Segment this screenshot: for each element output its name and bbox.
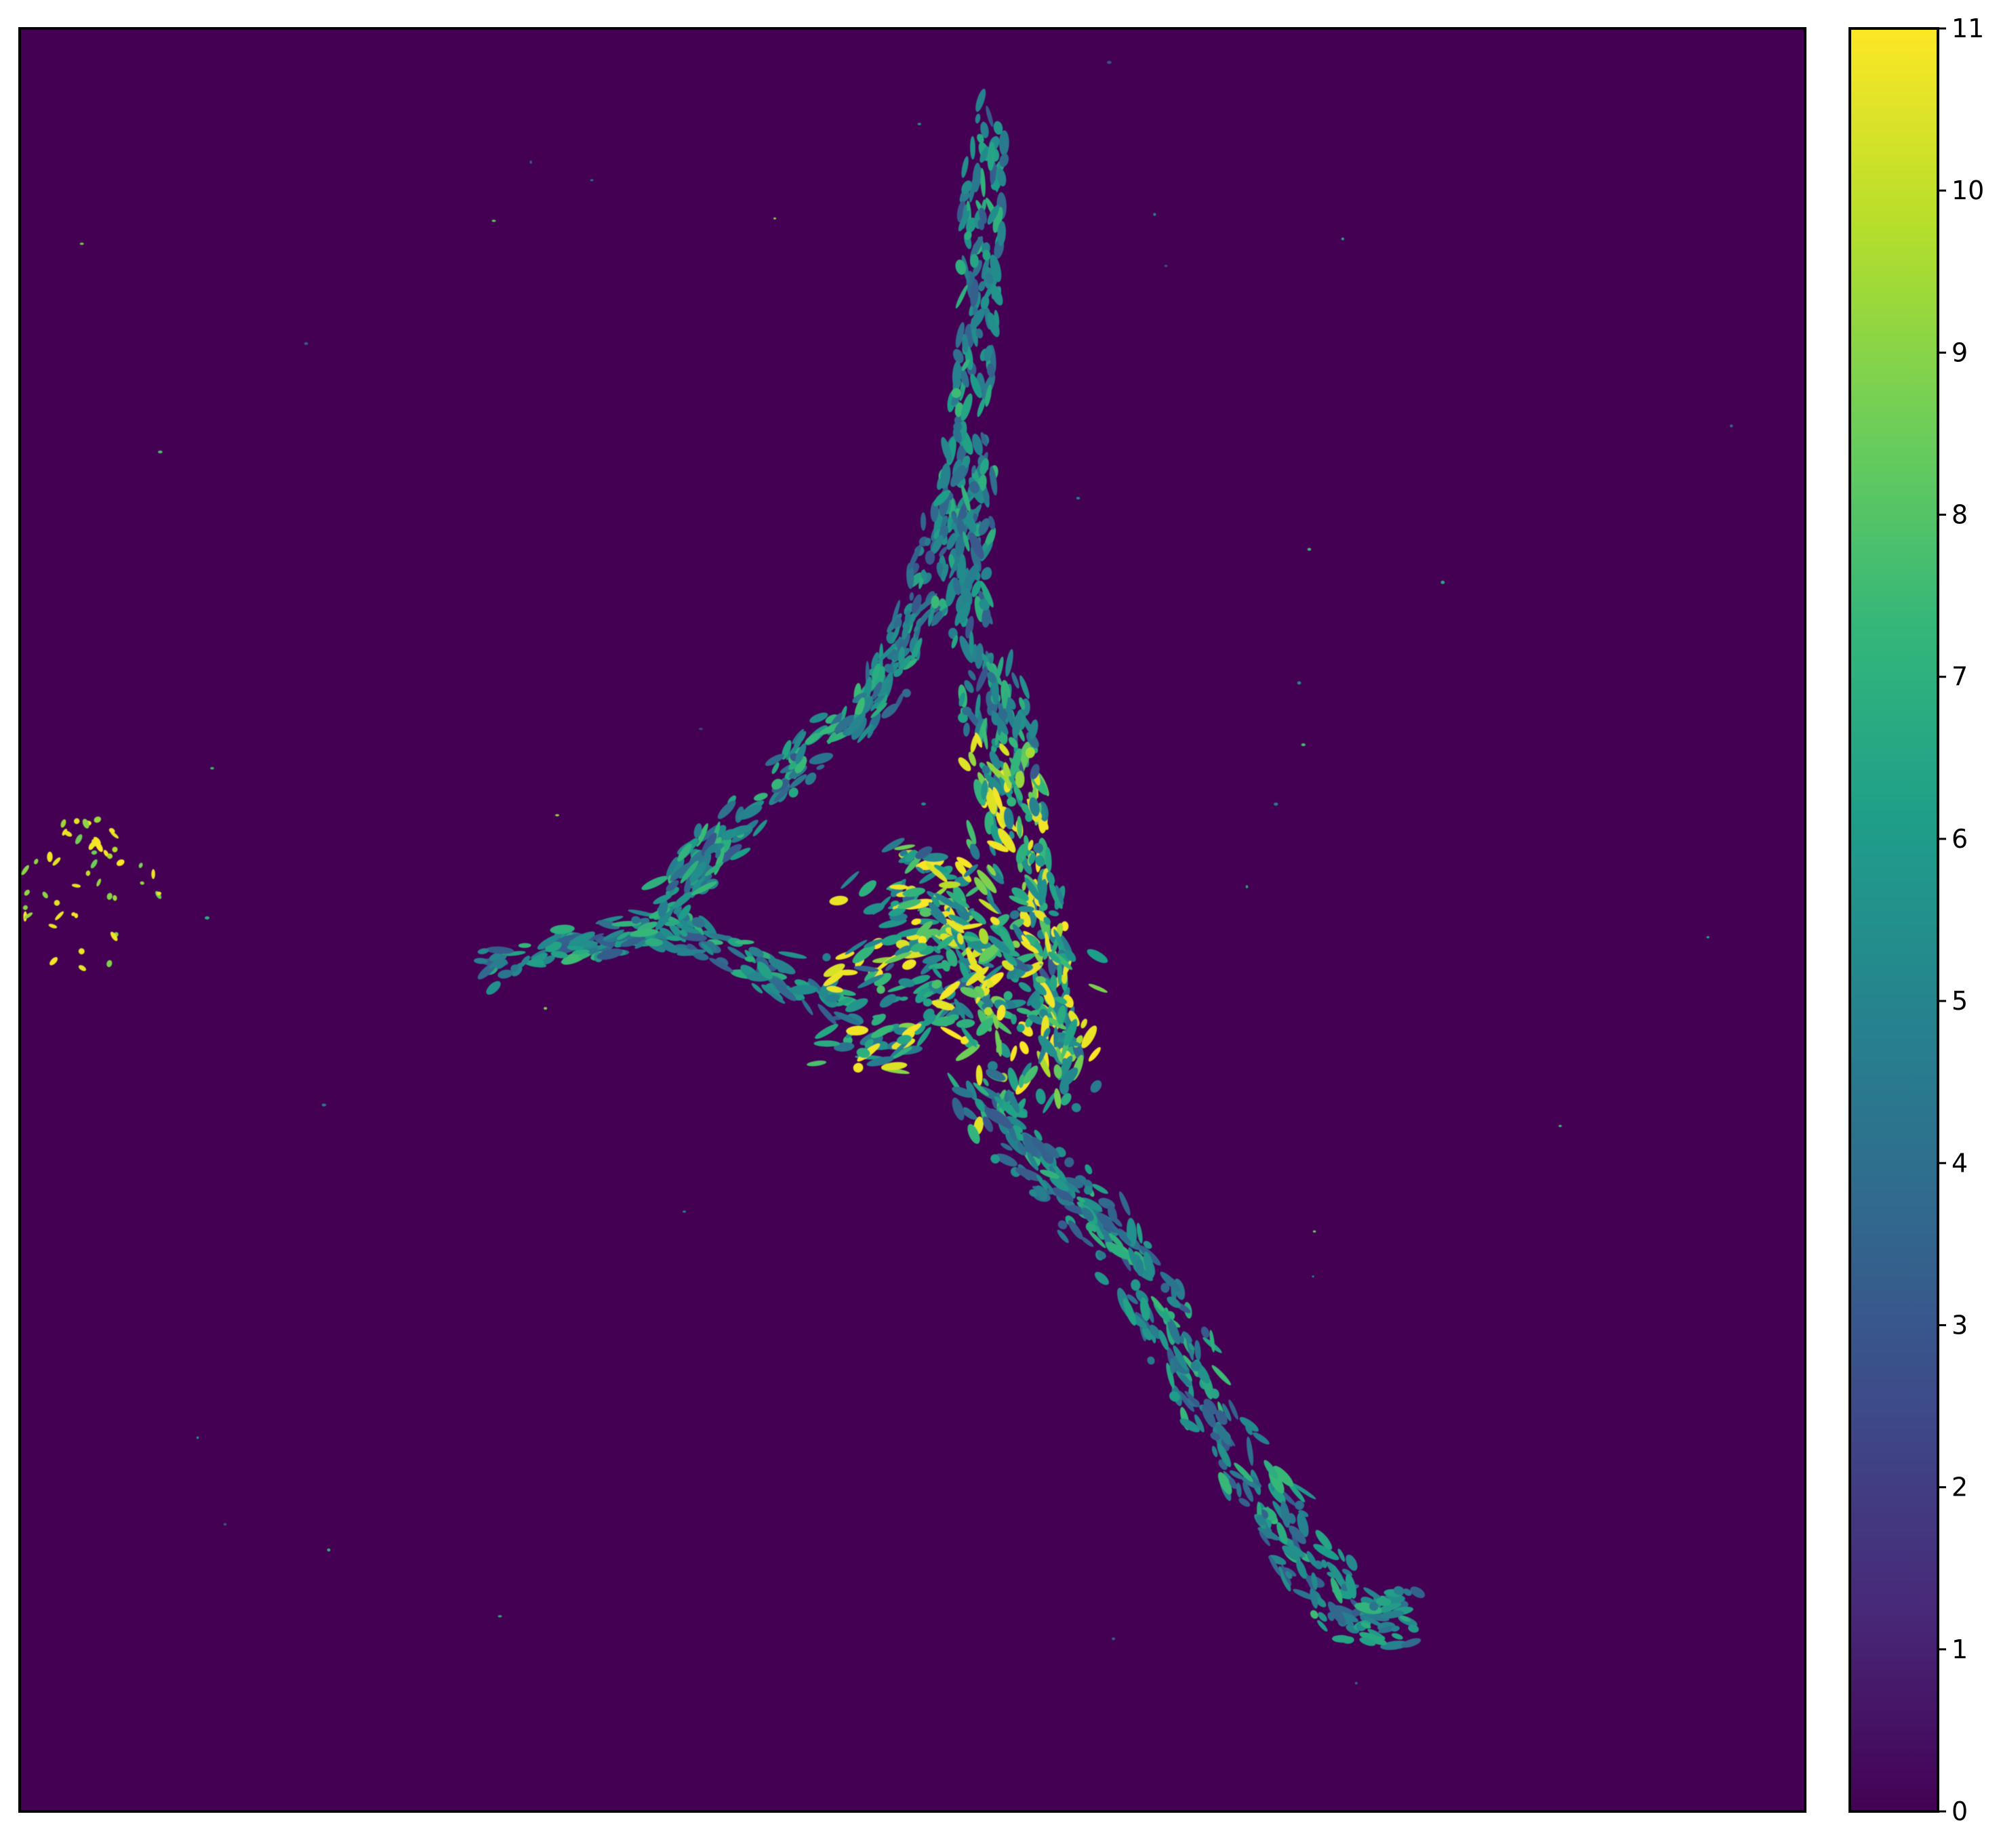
segment-blob bbox=[1004, 991, 1013, 1000]
colorbar: 0 1 2 3 4 5 6 7 8 9 10 11 bbox=[1850, 14, 1984, 1826]
segment-blob bbox=[1107, 61, 1112, 64]
segment-blob bbox=[1297, 681, 1301, 684]
segment-blob bbox=[544, 1007, 547, 1010]
segment-blob bbox=[1039, 964, 1043, 966]
image-background bbox=[20, 28, 1805, 1811]
segment-blob bbox=[304, 342, 308, 345]
colorbar-tick-label: 7 bbox=[1952, 662, 1968, 692]
segment-blob bbox=[590, 179, 594, 181]
segment-blob bbox=[1165, 265, 1168, 268]
segment-blob bbox=[327, 1548, 331, 1551]
segment-blob bbox=[683, 1210, 686, 1212]
segment-blob bbox=[1355, 1682, 1358, 1685]
segment-blob bbox=[1274, 802, 1278, 806]
segment-blob bbox=[498, 1615, 502, 1617]
segment-blob bbox=[1341, 238, 1344, 241]
segment-blob bbox=[699, 728, 703, 730]
segment-blob bbox=[197, 1437, 199, 1439]
colorbar-tick-label: 1 bbox=[1952, 1635, 1968, 1664]
segment-blob bbox=[1730, 424, 1733, 427]
segment-blob bbox=[1246, 885, 1249, 888]
segment-blob bbox=[773, 218, 776, 220]
segment-blob bbox=[224, 1523, 226, 1526]
segment-blob bbox=[918, 123, 921, 125]
colorbar-tick-label: 6 bbox=[1952, 824, 1968, 854]
segment-blob bbox=[1313, 1231, 1316, 1233]
colorbar-tick-label: 2 bbox=[1952, 1473, 1968, 1502]
segment-blob bbox=[491, 220, 496, 222]
segment-blob bbox=[158, 451, 163, 453]
segment-blob bbox=[555, 814, 559, 816]
colorbar-tick-label: 0 bbox=[1952, 1796, 1968, 1826]
segment-blob bbox=[210, 767, 214, 770]
segment-blob bbox=[80, 243, 84, 245]
colorbar-tick-label: 10 bbox=[1952, 176, 1984, 205]
segment-blob bbox=[1440, 581, 1444, 584]
segment-blob bbox=[1308, 548, 1312, 551]
colorbar-tick-label: 9 bbox=[1952, 337, 1968, 367]
segment-blob bbox=[322, 1104, 327, 1107]
segment-blob bbox=[1112, 1637, 1115, 1640]
segment-blob bbox=[1153, 213, 1156, 215]
segment-blob bbox=[1558, 1125, 1562, 1127]
colorbar-bar bbox=[1850, 28, 1938, 1811]
segment-blob bbox=[904, 854, 907, 857]
colorbar-ticks: 0 1 2 3 4 5 6 7 8 9 10 11 bbox=[1938, 14, 1984, 1826]
segment-blob bbox=[1301, 743, 1306, 746]
colorbar-tick-label: 4 bbox=[1952, 1148, 1968, 1178]
segment-blob bbox=[921, 802, 926, 806]
image-panel bbox=[20, 28, 1805, 1811]
segment-blob bbox=[1076, 497, 1080, 499]
colorbar-tick-label: 3 bbox=[1952, 1310, 1968, 1340]
segment-blob bbox=[1312, 1275, 1314, 1277]
colorbar-tick-label: 5 bbox=[1952, 986, 1968, 1016]
segment-blob bbox=[205, 916, 209, 920]
segment-blob bbox=[530, 161, 532, 164]
colorbar-tick-label: 8 bbox=[1952, 500, 1968, 530]
colorbar-tick-label: 11 bbox=[1952, 14, 1984, 43]
segment-blob bbox=[1707, 936, 1710, 938]
